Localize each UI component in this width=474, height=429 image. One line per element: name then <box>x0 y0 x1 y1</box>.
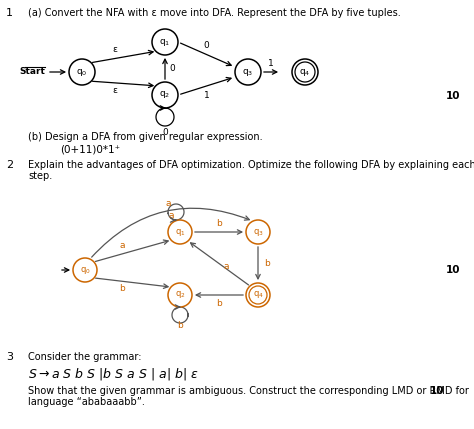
Circle shape <box>152 29 178 55</box>
Text: a: a <box>223 262 229 271</box>
Text: b: b <box>119 284 126 293</box>
Text: 10: 10 <box>446 91 460 101</box>
Circle shape <box>152 82 178 108</box>
Text: b: b <box>216 220 222 229</box>
Circle shape <box>292 59 318 85</box>
Text: q$_2$: q$_2$ <box>175 290 185 300</box>
Text: Show that the given grammar is ambiguous. Construct the corresponding LMD or RMD: Show that the given grammar is ambiguous… <box>28 386 469 396</box>
Text: (a) Convert the NFA with ε move into DFA. Represent the DFA by five tuples.: (a) Convert the NFA with ε move into DFA… <box>28 8 401 18</box>
Text: 0: 0 <box>204 41 210 50</box>
Circle shape <box>246 220 270 244</box>
Text: a: a <box>165 199 171 208</box>
Circle shape <box>69 59 95 85</box>
Text: S$\rightarrow$a S b S |b S a S | a| b| $\varepsilon$: S$\rightarrow$a S b S |b S a S | a| b| $… <box>28 366 199 382</box>
Text: q$_1$: q$_1$ <box>159 36 171 48</box>
Circle shape <box>246 283 270 307</box>
Text: 2: 2 <box>6 160 13 170</box>
Text: 0: 0 <box>162 128 168 137</box>
Text: (b) Design a DFA from given regular expression.: (b) Design a DFA from given regular expr… <box>28 132 263 142</box>
Text: 1: 1 <box>204 91 210 100</box>
Text: q$_4$: q$_4$ <box>299 66 311 78</box>
Text: Consider the grammar:: Consider the grammar: <box>28 352 142 362</box>
Circle shape <box>168 220 192 244</box>
Text: a: a <box>168 211 174 220</box>
Text: Start: Start <box>19 67 45 76</box>
Text: 10: 10 <box>430 386 445 396</box>
Text: b: b <box>177 320 183 329</box>
Text: 1: 1 <box>268 60 274 69</box>
Text: q$_4$: q$_4$ <box>253 290 264 300</box>
Text: ε: ε <box>112 86 117 95</box>
Text: step.: step. <box>28 171 52 181</box>
Text: q$_0$: q$_0$ <box>76 66 88 78</box>
Text: 1: 1 <box>6 8 13 18</box>
Text: Explain the advantages of DFA optimization. Optimize the following DFA by explai: Explain the advantages of DFA optimizati… <box>28 160 474 170</box>
Circle shape <box>168 283 192 307</box>
Circle shape <box>235 59 261 85</box>
Text: q$_0$: q$_0$ <box>80 265 91 275</box>
Circle shape <box>73 258 97 282</box>
Text: q$_2$: q$_2$ <box>159 90 171 100</box>
Text: b: b <box>216 299 222 308</box>
Text: a: a <box>120 241 125 250</box>
Text: b: b <box>264 259 270 268</box>
Text: q$_3$: q$_3$ <box>253 227 264 238</box>
Text: 10: 10 <box>446 265 460 275</box>
Text: language “ababaaabb”.: language “ababaaabb”. <box>28 397 145 407</box>
Text: (0+11)0*1⁺: (0+11)0*1⁺ <box>60 145 120 155</box>
Text: ε: ε <box>112 45 117 54</box>
Text: 3: 3 <box>6 352 13 362</box>
Text: q$_3$: q$_3$ <box>242 66 254 78</box>
Text: 0: 0 <box>169 64 175 73</box>
Text: q$_1$: q$_1$ <box>175 227 185 238</box>
